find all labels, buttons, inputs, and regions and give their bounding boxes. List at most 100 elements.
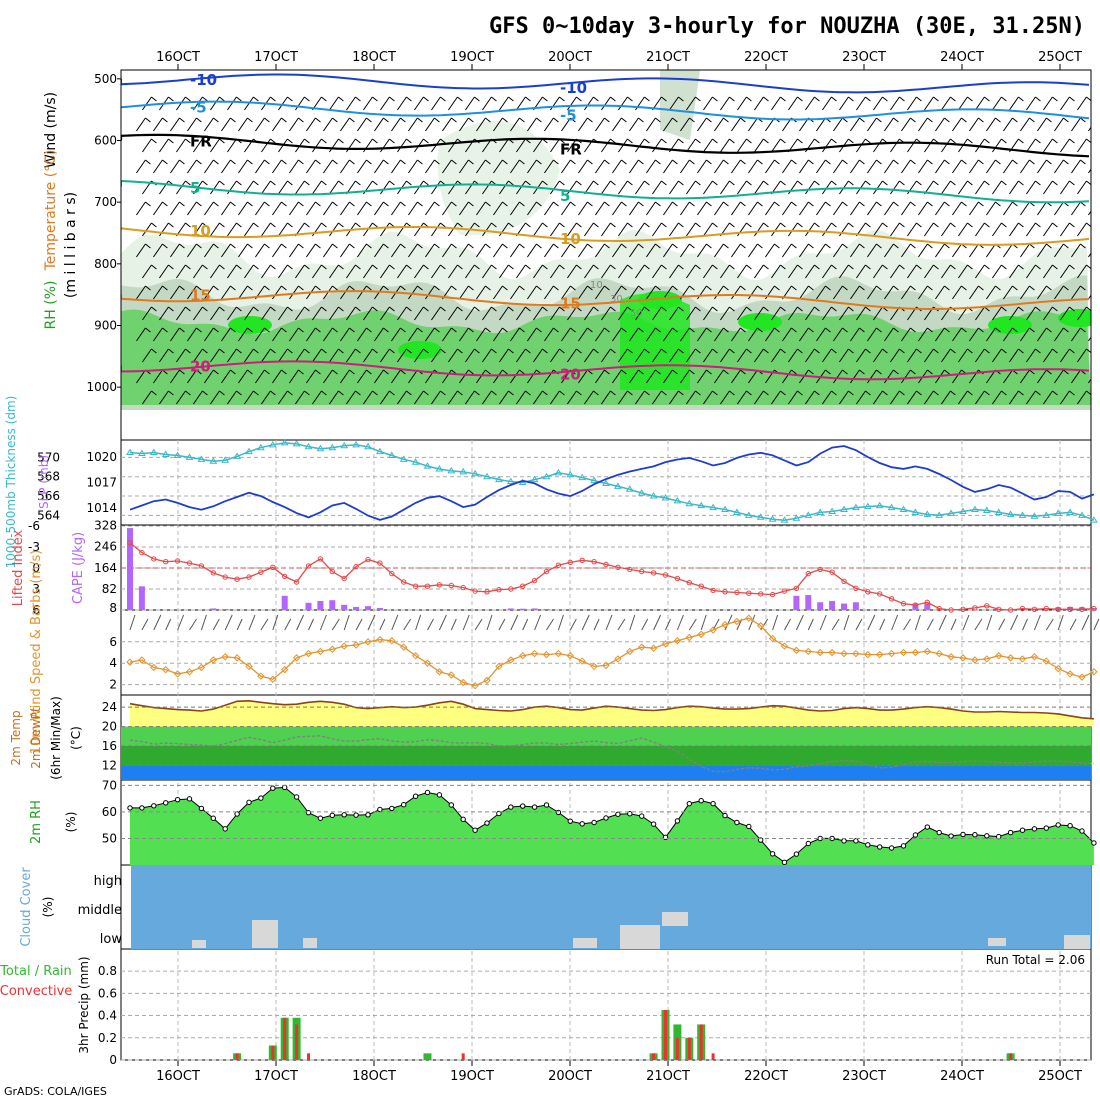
- wind-barb: [261, 264, 271, 279]
- wind-barb: [1003, 285, 1013, 300]
- wind-barb: [992, 138, 1002, 153]
- wind-barb-flag: [196, 243, 202, 249]
- thickness-marker: [733, 508, 741, 515]
- wind-speed-marker: [280, 665, 289, 674]
- temp-tick: 20: [102, 720, 117, 734]
- lifted-index-marker: [448, 582, 454, 589]
- wind-barb: [799, 159, 809, 174]
- wind-barb-flag: [695, 390, 701, 396]
- wind-barb: [748, 327, 758, 342]
- rh2m-marker: [972, 832, 978, 838]
- surface-barb: [1033, 614, 1041, 631]
- thickness-marker: [709, 503, 717, 511]
- wind-barb: [510, 285, 520, 300]
- wind-barb: [663, 201, 673, 216]
- thickness-marker: [697, 501, 706, 509]
- thickness-marker: [840, 505, 848, 513]
- wind-speed-marker: [578, 657, 586, 665]
- rh2m-marker: [520, 803, 526, 809]
- wind-barb-flag: [264, 285, 270, 291]
- wind-barb-flag: [219, 180, 225, 186]
- thickness-marker: [792, 514, 801, 521]
- wind-barb: [1054, 159, 1064, 174]
- surface-barb: [795, 614, 804, 631]
- thickness-tick: 566: [37, 489, 60, 503]
- lifted-index-marker: [210, 570, 217, 576]
- rh2m-marker: [555, 809, 562, 816]
- wind-barb-flag: [440, 138, 446, 144]
- thickness-marker: [149, 448, 158, 456]
- wind-barb-flag: [213, 117, 219, 123]
- wind-barb-flag: [321, 348, 327, 354]
- lifted-index-marker: [650, 570, 657, 576]
- wind-barb: [601, 390, 611, 405]
- lifted-index-marker: [472, 588, 478, 594]
- wind-barb: [142, 306, 152, 321]
- wind-barb-flag: [349, 369, 355, 375]
- surface-barb: [986, 614, 993, 631]
- wind-barb-flag: [689, 117, 695, 123]
- wind-barb-flag: [406, 96, 412, 102]
- wind-barb: [856, 390, 866, 405]
- thickness-marker: [959, 507, 967, 514]
- wind-barb-flag: [417, 243, 423, 249]
- lifted-index-marker: [389, 570, 395, 577]
- wind-barb: [612, 117, 622, 132]
- wind-barb-flag: [202, 348, 208, 354]
- wind-barb: [1020, 369, 1030, 384]
- wind-barb-flag: [825, 201, 831, 207]
- thickness-frame: [120, 439, 1092, 526]
- wind-barb-flag: [842, 201, 848, 207]
- wind-barb-flag: [253, 390, 259, 396]
- isotherm-line: [121, 360, 1090, 381]
- surface-barb: [534, 614, 542, 631]
- cape-tick: 328: [94, 519, 117, 533]
- wind-barb-flag: [910, 327, 916, 333]
- wind-barb: [816, 201, 826, 216]
- wind-barb: [244, 264, 254, 279]
- wind-barb-flag: [865, 180, 871, 186]
- wind-barb: [193, 264, 203, 279]
- wind-barb-flag: [1063, 285, 1069, 291]
- wind-barb-flag: [332, 201, 338, 207]
- wind-barb-flag: [1001, 138, 1007, 144]
- lifted-index-marker: [841, 578, 847, 584]
- wind-barb: [578, 285, 588, 300]
- wind-barb-flag: [298, 243, 304, 249]
- lifted-index-marker: [888, 596, 895, 602]
- wind-barb-flag: [355, 138, 361, 144]
- thickness-marker: [768, 515, 777, 522]
- wind-speed-marker: [828, 648, 836, 657]
- lifted-index-marker: [174, 558, 181, 564]
- wind-barb-flag: [655, 201, 661, 207]
- wind-barb: [482, 348, 492, 363]
- wind-barb-flag: [417, 327, 423, 333]
- wind-barb: [618, 348, 628, 363]
- wind-barb-flag: [536, 159, 542, 165]
- wind-barb-flag: [253, 222, 259, 228]
- lifted-index-marker: [710, 587, 716, 594]
- wind-barb: [227, 96, 237, 111]
- lifted-index-marker: [436, 582, 443, 588]
- wind-barb-flag: [485, 159, 491, 165]
- wind-barb-flag: [185, 180, 191, 186]
- wind-barb-flag: [1012, 159, 1018, 165]
- wind-barb-flag: [627, 180, 633, 186]
- wind-speed-marker: [1018, 655, 1027, 663]
- wind-barb: [278, 222, 288, 237]
- thickness-marker: [935, 511, 944, 518]
- lifted-index-marker: [912, 602, 919, 608]
- wind-barb: [850, 117, 860, 132]
- wind-barb-flag: [179, 201, 185, 207]
- wind-barb-flag: [304, 390, 310, 396]
- precip-total-label: Total / Rain: [0, 964, 72, 979]
- wind-barb: [907, 390, 917, 405]
- wind-barb: [142, 222, 152, 237]
- thickness-marker: [292, 439, 301, 447]
- wind-barb-flag: [610, 306, 616, 312]
- wind-barb: [153, 369, 163, 384]
- wind-barb-flag: [519, 117, 525, 123]
- wind-barb: [397, 348, 407, 363]
- surface-barb: [486, 614, 493, 631]
- wind-barb: [612, 201, 622, 216]
